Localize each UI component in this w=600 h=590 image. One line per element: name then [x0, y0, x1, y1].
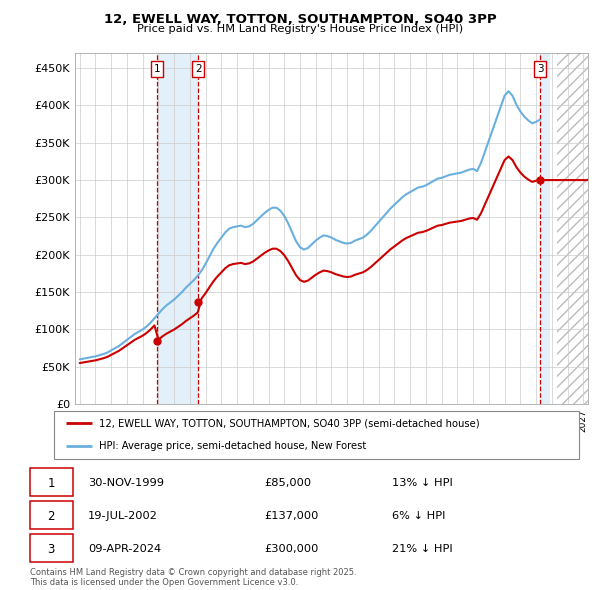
Text: 6% ↓ HPI: 6% ↓ HPI: [392, 512, 446, 522]
Text: £85,000: £85,000: [264, 478, 311, 488]
Bar: [157, 53, 199, 404]
Text: £300,000: £300,000: [264, 545, 319, 555]
Text: 13% ↓ HPI: 13% ↓ HPI: [392, 478, 453, 488]
Text: 2: 2: [47, 510, 55, 523]
Text: HPI: Average price, semi-detached house, New Forest: HPI: Average price, semi-detached house,…: [98, 441, 366, 451]
Text: 3: 3: [47, 543, 55, 556]
FancyBboxPatch shape: [29, 535, 73, 562]
Text: 30-NOV-1999: 30-NOV-1999: [88, 478, 164, 488]
FancyBboxPatch shape: [54, 411, 579, 459]
Text: 21% ↓ HPI: 21% ↓ HPI: [392, 545, 453, 555]
Text: 09-APR-2024: 09-APR-2024: [88, 545, 161, 555]
Text: 3: 3: [537, 64, 544, 74]
Bar: [541, 53, 550, 404]
Text: 2: 2: [195, 64, 202, 74]
Text: £137,000: £137,000: [264, 512, 319, 522]
Text: Contains HM Land Registry data © Crown copyright and database right 2025.
This d: Contains HM Land Registry data © Crown c…: [30, 568, 356, 587]
FancyBboxPatch shape: [29, 502, 73, 529]
Text: 12, EWELL WAY, TOTTON, SOUTHAMPTON, SO40 3PP: 12, EWELL WAY, TOTTON, SOUTHAMPTON, SO40…: [104, 13, 496, 26]
Text: 1: 1: [154, 64, 160, 74]
Text: Price paid vs. HM Land Registry's House Price Index (HPI): Price paid vs. HM Land Registry's House …: [137, 24, 463, 34]
FancyBboxPatch shape: [29, 468, 73, 496]
Text: 19-JUL-2002: 19-JUL-2002: [88, 512, 158, 522]
Text: 12, EWELL WAY, TOTTON, SOUTHAMPTON, SO40 3PP (semi-detached house): 12, EWELL WAY, TOTTON, SOUTHAMPTON, SO40…: [98, 418, 479, 428]
Text: 1: 1: [47, 477, 55, 490]
